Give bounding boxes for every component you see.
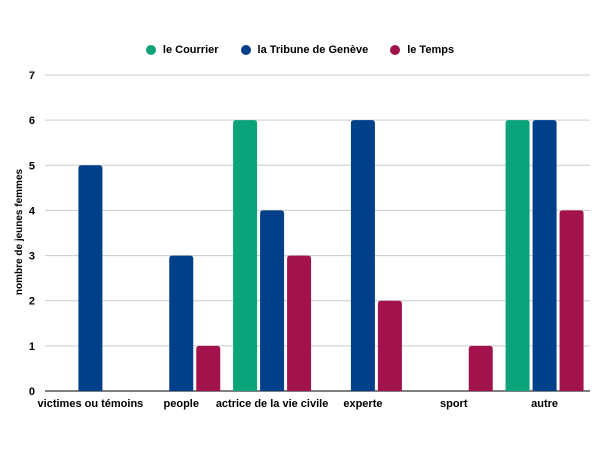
bars <box>78 120 584 392</box>
y-tick-label: 2 <box>29 296 35 308</box>
legend-item-temps: le Temps <box>390 44 454 56</box>
y-axis-title: nombre de jeunes femmes <box>14 168 25 295</box>
bar-tribune <box>532 120 557 392</box>
y-tick-label: 1 <box>29 341 35 353</box>
legend-label-temps: le Temps <box>407 44 455 56</box>
bar-temps <box>196 345 221 391</box>
x-category-label: victimes ou témoins <box>38 398 144 410</box>
bar-tribune <box>169 255 194 391</box>
x-category-label: sport <box>440 398 468 410</box>
x-category-label: people <box>164 398 199 410</box>
y-tick-label: 5 <box>29 160 35 172</box>
y-tick-label: 0 <box>29 386 35 398</box>
bar-tribune <box>260 210 285 391</box>
bar-temps <box>559 210 584 391</box>
y-tick-label: 3 <box>29 251 35 263</box>
y-tick-label: 7 <box>29 70 35 82</box>
x-axis-categories: victimes ou témoins people actrice de la v… <box>38 398 559 410</box>
x-category-label: autre <box>531 398 558 410</box>
legend-swatch-temps <box>390 45 401 55</box>
bar-courrier <box>505 120 530 392</box>
bar-temps <box>468 345 493 391</box>
gridlines <box>45 74 590 392</box>
y-axis-ticks: 0 1 2 3 4 5 6 7 <box>29 70 36 398</box>
bar-tribune <box>350 120 375 392</box>
legend-label-tribune: la Tribune de Genève <box>257 44 369 56</box>
bar-temps <box>287 255 312 391</box>
legend-label-courrier: le Courrier <box>162 44 219 56</box>
legend-swatch-courrier <box>145 45 156 55</box>
y-tick-label: 6 <box>29 115 35 127</box>
legend-item-tribune: la Tribune de Genève <box>240 44 369 56</box>
bar-courrier <box>233 120 258 392</box>
bar-temps <box>377 300 402 391</box>
legend: le Courrier la Tribune de Genève le Temp… <box>0 44 600 56</box>
legend-item-courrier: le Courrier <box>145 44 219 56</box>
legend-swatch-tribune <box>240 45 251 55</box>
x-category-label: actrice de la vie civile <box>216 398 329 410</box>
x-category-label: experte <box>343 398 382 410</box>
bar-tribune <box>78 165 103 391</box>
y-tick-label: 4 <box>29 205 36 217</box>
